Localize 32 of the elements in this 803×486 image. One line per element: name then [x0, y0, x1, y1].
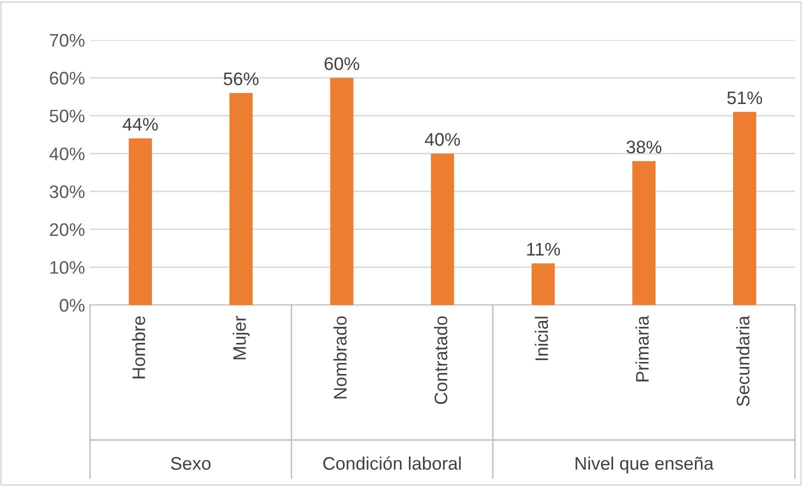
data-label: 60%	[324, 57, 360, 70]
bar	[430, 154, 454, 305]
data-label: 40%	[424, 133, 460, 146]
x-tick-label: Hombre	[132, 316, 146, 378]
x-tick-label: Contratado	[434, 316, 448, 404]
text: Condición laboral	[323, 456, 461, 470]
x-tick-label: Inicial	[534, 316, 548, 360]
x-tick-label: Mujer	[232, 316, 250, 360]
y-tick-label: 30%	[50, 185, 84, 198]
y-tick-label: 10%	[50, 261, 84, 274]
x-tick-label: Secundaria	[736, 316, 750, 406]
bar	[733, 112, 756, 305]
y-tick-label: 0%	[60, 298, 84, 312]
bar	[532, 263, 555, 305]
bar	[330, 78, 354, 305]
data-label: 51%	[727, 91, 762, 104]
y-tick-label: 50%	[50, 110, 84, 122]
y-tick-label: 20%	[50, 223, 84, 236]
text: Sexo	[170, 457, 211, 470]
data-label: 11%	[527, 242, 560, 256]
y-tick-label: 40%	[49, 148, 84, 160]
x-tick-label: Nombrado	[333, 316, 347, 398]
data-label: 56%	[224, 72, 258, 86]
x-tick-label: Primaria	[636, 316, 649, 382]
bar	[229, 93, 253, 305]
y-tick-label: 70%	[50, 34, 84, 47]
bar	[632, 161, 656, 305]
text: Nivel que enseña	[576, 456, 714, 474]
data-label: 38%	[626, 140, 662, 154]
bar	[128, 138, 152, 305]
data-label: 44%	[122, 118, 158, 131]
y-tick-label: 60%	[50, 72, 84, 85]
